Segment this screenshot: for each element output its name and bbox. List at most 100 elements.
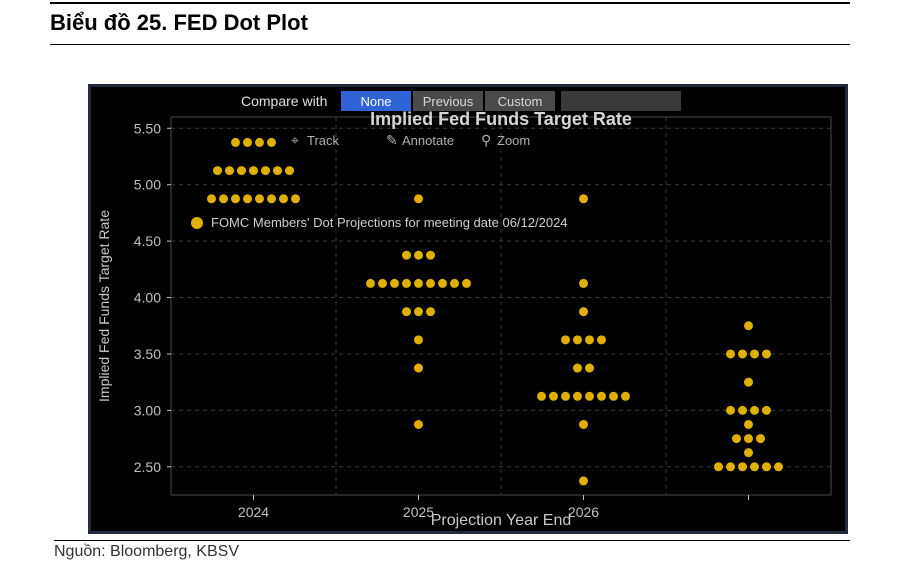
dot bbox=[762, 406, 771, 415]
pencil-icon: ✎ bbox=[386, 132, 398, 148]
dot bbox=[414, 420, 423, 429]
dot bbox=[756, 434, 765, 443]
source-line: Nguồn: Bloomberg, KBSV bbox=[54, 540, 850, 561]
dot bbox=[549, 392, 558, 401]
svg-text:None: None bbox=[360, 94, 391, 109]
svg-text:3.50: 3.50 bbox=[134, 346, 161, 362]
dot bbox=[714, 462, 723, 471]
dot bbox=[243, 138, 252, 147]
chart-title: Implied Fed Funds Target Rate bbox=[370, 109, 632, 129]
magnifier-icon: ⚲ bbox=[481, 132, 491, 148]
chart-container: 2.50 3.00 3.50 4.00 4.50 5.00 5.50 2024 2025 2026… bbox=[88, 84, 848, 534]
dot bbox=[579, 420, 588, 429]
dot bbox=[573, 335, 582, 344]
dot bbox=[738, 349, 747, 358]
dot bbox=[561, 335, 570, 344]
dot bbox=[579, 307, 588, 316]
dot bbox=[426, 307, 435, 316]
dot bbox=[231, 138, 240, 147]
dot bbox=[414, 364, 423, 373]
dot bbox=[279, 194, 288, 203]
svg-text:Track: Track bbox=[307, 133, 340, 148]
compare-with-label: Compare with bbox=[241, 93, 327, 109]
dot bbox=[726, 406, 735, 415]
dot bbox=[726, 349, 735, 358]
dot bbox=[585, 392, 594, 401]
dot bbox=[750, 349, 759, 358]
dot bbox=[414, 279, 423, 288]
dot bbox=[462, 279, 471, 288]
dot bbox=[744, 420, 753, 429]
svg-text:5.50: 5.50 bbox=[134, 120, 161, 136]
dot bbox=[414, 307, 423, 316]
dot bbox=[237, 166, 246, 175]
dot bbox=[744, 448, 753, 457]
zoom-tool[interactable]: ⚲ Zoom bbox=[481, 132, 530, 148]
dot bbox=[426, 279, 435, 288]
svg-text:Zoom: Zoom bbox=[497, 133, 530, 148]
dot bbox=[738, 406, 747, 415]
legend-text: FOMC Members' Dot Projections for meetin… bbox=[211, 215, 568, 230]
svg-text:2024: 2024 bbox=[238, 504, 269, 520]
dot bbox=[225, 166, 234, 175]
dot bbox=[762, 462, 771, 471]
dot bbox=[573, 392, 582, 401]
dot bbox=[414, 194, 423, 203]
dot bbox=[231, 194, 240, 203]
svg-text:2.50: 2.50 bbox=[134, 459, 161, 475]
dot bbox=[414, 335, 423, 344]
dot bbox=[291, 194, 300, 203]
dot bbox=[402, 279, 411, 288]
svg-text:Implied Fed Funds Target Rate: Implied Fed Funds Target Rate bbox=[96, 210, 112, 402]
dot bbox=[573, 364, 582, 373]
figure-title: Biểu đồ 25. FED Dot Plot bbox=[50, 10, 308, 35]
dot bbox=[597, 392, 606, 401]
figure-title-bar: Biểu đồ 25. FED Dot Plot bbox=[50, 2, 850, 45]
dot bbox=[774, 462, 783, 471]
dot bbox=[366, 279, 375, 288]
dot bbox=[243, 194, 252, 203]
dot bbox=[762, 349, 771, 358]
svg-text:5.00: 5.00 bbox=[134, 177, 161, 193]
svg-text:Annotate: Annotate bbox=[402, 133, 454, 148]
dot bbox=[579, 279, 588, 288]
dot bbox=[597, 335, 606, 344]
dot bbox=[267, 138, 276, 147]
svg-text:2025: 2025 bbox=[403, 504, 434, 520]
dot bbox=[402, 307, 411, 316]
dot bbox=[579, 194, 588, 203]
svg-text:4.00: 4.00 bbox=[134, 290, 161, 306]
dot bbox=[585, 335, 594, 344]
dot bbox=[255, 194, 264, 203]
dot bbox=[744, 321, 753, 330]
dot bbox=[207, 194, 216, 203]
annotate-tool[interactable]: ✎ Annotate bbox=[386, 132, 454, 148]
compare-custom-input[interactable] bbox=[561, 91, 681, 111]
svg-text:3.00: 3.00 bbox=[134, 402, 161, 418]
dot bbox=[402, 251, 411, 260]
svg-text:Previous: Previous bbox=[423, 94, 474, 109]
dot bbox=[585, 364, 594, 373]
dot bbox=[738, 462, 747, 471]
dot bbox=[261, 166, 270, 175]
svg-text:4.50: 4.50 bbox=[134, 233, 161, 249]
dot bbox=[744, 378, 753, 387]
dot bbox=[255, 138, 264, 147]
svg-text:Custom: Custom bbox=[498, 94, 543, 109]
dot bbox=[579, 476, 588, 485]
svg-text:2026: 2026 bbox=[568, 504, 599, 520]
dot bbox=[561, 392, 570, 401]
dot bbox=[414, 251, 423, 260]
dot bbox=[219, 194, 228, 203]
dot bbox=[285, 166, 294, 175]
dot bbox=[537, 392, 546, 401]
dot bbox=[378, 279, 387, 288]
legend-dot-icon bbox=[191, 217, 203, 229]
crosshair-icon: ⌖ bbox=[291, 132, 299, 148]
track-tool[interactable]: ⌖ Track bbox=[291, 132, 340, 148]
dot bbox=[450, 279, 459, 288]
dot bbox=[726, 462, 735, 471]
svg-text:Projection Year End: Projection Year End bbox=[431, 512, 572, 529]
dot bbox=[750, 462, 759, 471]
dot bbox=[438, 279, 447, 288]
